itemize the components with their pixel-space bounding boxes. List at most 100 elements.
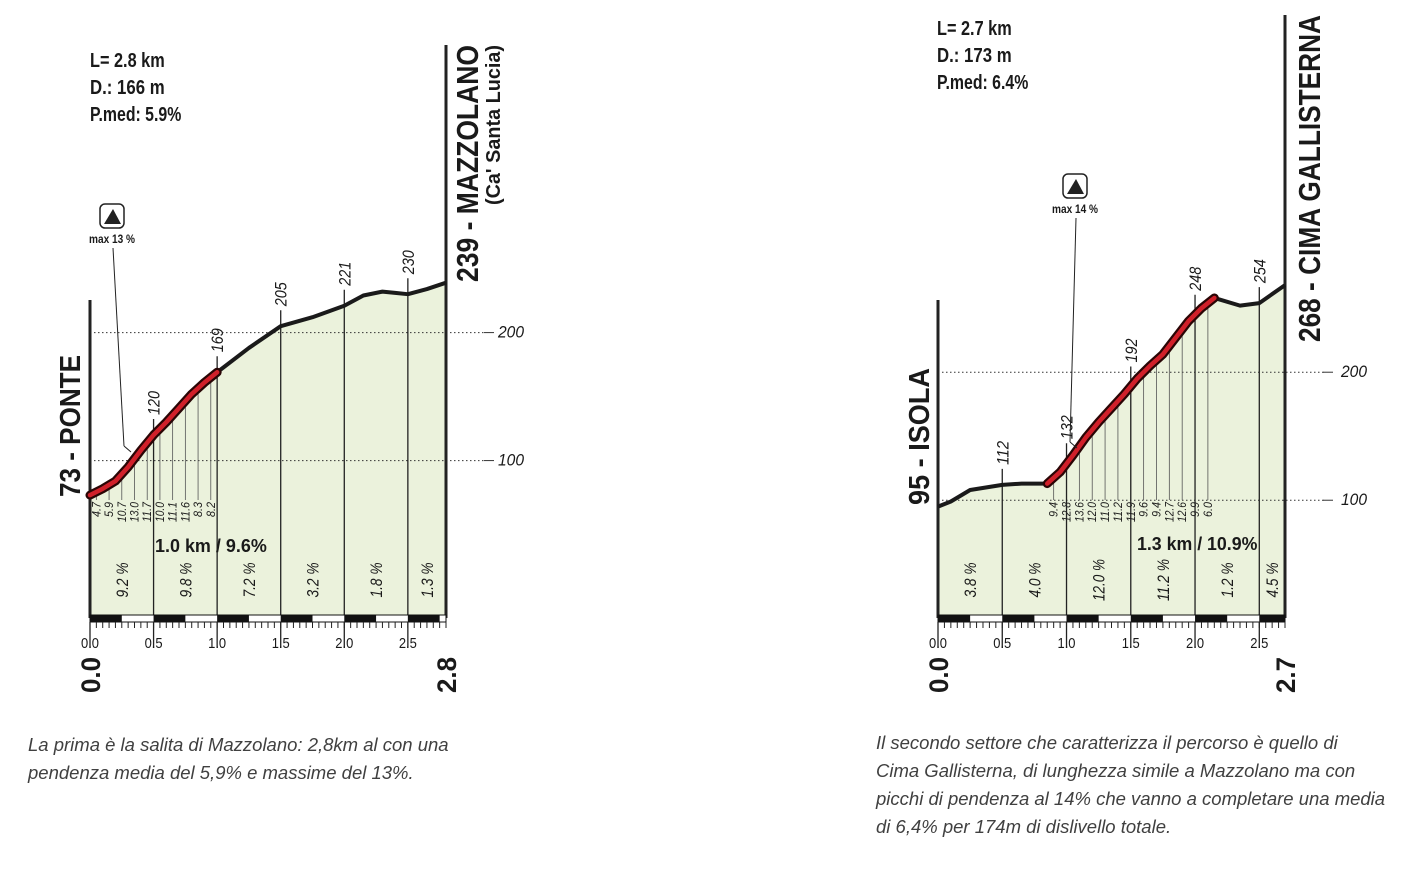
x-tick-label: 0.5 xyxy=(145,635,163,652)
max-icon-triangle xyxy=(1067,179,1084,194)
x-tick-label: 1.0 xyxy=(208,635,226,652)
segment-gradient: 11.2 % xyxy=(1154,559,1173,601)
segment-gradient: 1.2 % xyxy=(1218,563,1237,598)
km-marker-label: 205 xyxy=(272,282,291,307)
start-label: 73 - PONTE xyxy=(55,355,87,497)
detail-label: 11.0 xyxy=(1098,502,1112,522)
y-tick-label: 200 xyxy=(497,323,524,342)
summit-label: 239 - MAZZOLANO xyxy=(450,45,485,282)
x-tick-label: 1.5 xyxy=(272,635,290,652)
max-pointer xyxy=(1069,441,1078,449)
climb-stat: P.med: 5.9% xyxy=(90,104,181,126)
detail-label: 6.0 xyxy=(1201,502,1215,517)
x-tick-label: 1.0 xyxy=(1058,635,1076,652)
max-label: max 14 % xyxy=(1052,202,1098,216)
detail-label: 5.9 xyxy=(102,502,116,517)
x-end-label: 2.7 xyxy=(1271,657,1301,693)
x-tick-label: 2.0 xyxy=(1186,635,1204,652)
detail-label: 12.7 xyxy=(1162,501,1176,522)
caption: Il secondo settore che caratterizza il p… xyxy=(876,732,1386,837)
profile-area xyxy=(90,282,446,618)
km-marker-label: 132 xyxy=(1058,415,1077,439)
detail-label: 10.0 xyxy=(153,502,167,522)
x-tick-label: 0.5 xyxy=(993,635,1011,652)
x-end-label: 2.8 xyxy=(432,657,462,693)
max-pointer xyxy=(1069,217,1077,443)
km-marker-label: 169 xyxy=(208,328,227,352)
scale-block xyxy=(153,615,186,622)
max-icon-triangle xyxy=(104,209,121,224)
x-tick-label: 1.5 xyxy=(1122,635,1140,652)
x-tick-label: 2.0 xyxy=(335,635,353,652)
start-label: 95 - ISOLA xyxy=(904,368,936,505)
scale-block xyxy=(217,615,249,622)
segment-gradient: 1.3 % xyxy=(418,563,437,598)
max-label: max 13 % xyxy=(89,232,135,246)
km-marker-label: 120 xyxy=(145,391,164,415)
max-pointer xyxy=(112,247,125,447)
detail-label: 13.0 xyxy=(128,502,142,522)
max-pointer xyxy=(123,445,132,453)
scale-block xyxy=(938,615,971,622)
scale-block xyxy=(1130,615,1163,622)
highlight-label: 1.0 km / 9.6% xyxy=(155,536,267,556)
profile-area xyxy=(938,285,1285,618)
climb-stat: D.: 173 m xyxy=(937,45,1012,67)
scale-block xyxy=(407,615,440,622)
scale-block xyxy=(1195,615,1228,622)
segment-gradient: 4.5 % xyxy=(1263,563,1282,598)
segment-gradient: 9.8 % xyxy=(176,563,195,598)
highlight-line xyxy=(87,370,220,498)
x-end-label: 0.0 xyxy=(76,657,106,693)
highlight-line xyxy=(1044,295,1217,486)
climb-stat: L= 2.8 km xyxy=(90,50,165,72)
y-tick-label: 200 xyxy=(1340,362,1367,381)
climb-stat: P.med: 6.4% xyxy=(937,72,1028,94)
segment-gradient: 12.0 % xyxy=(1090,559,1109,601)
detail-label: 13.6 xyxy=(1072,502,1086,522)
x-tick-label: 0.0 xyxy=(929,635,947,652)
detail-label: 10.7 xyxy=(115,501,129,522)
highlight-label: 1.3 km / 10.9% xyxy=(1137,534,1257,554)
km-marker-label: 221 xyxy=(335,262,354,287)
segment-gradient: 4.0 % xyxy=(1025,563,1044,598)
climb-stat: L= 2.7 km xyxy=(937,18,1012,40)
detail-label: 9.4 xyxy=(1149,502,1163,517)
segment-gradient: 1.8 % xyxy=(367,563,386,598)
segment-gradient: 7.2 % xyxy=(240,563,259,598)
y-tick-label: 100 xyxy=(498,451,524,470)
detail-label: 11.6 xyxy=(178,502,192,522)
detail-label: 8.3 xyxy=(191,502,205,517)
x-tick-label: 2.5 xyxy=(399,635,417,652)
x-tick-label: 0.0 xyxy=(81,635,99,652)
detail-label: 9.6 xyxy=(1137,502,1151,517)
scale-block xyxy=(1066,615,1099,622)
km-marker-label: 192 xyxy=(1122,338,1141,362)
scale-block xyxy=(344,615,377,622)
detail-label: 11.1 xyxy=(166,502,180,522)
scale-block xyxy=(1259,615,1285,622)
x-end-label: 0.0 xyxy=(924,657,954,693)
scale-block xyxy=(280,615,313,622)
detail-label: 12.6 xyxy=(1175,502,1189,522)
segment-gradient: 9.2 % xyxy=(113,563,132,598)
climb-stat: D.: 166 m xyxy=(90,77,165,99)
scale-bar xyxy=(937,614,1286,623)
segment-gradient: 3.8 % xyxy=(961,563,980,598)
km-marker-label: 254 xyxy=(1250,259,1269,284)
km-marker-label: 112 xyxy=(993,440,1012,464)
scale-block xyxy=(90,615,122,622)
segment-gradient: 3.2 % xyxy=(304,563,323,598)
x-tick-label: 2.5 xyxy=(1250,635,1268,652)
summit-sublabel: (Ca' Santa Lucia) xyxy=(483,45,505,205)
km-marker-label: 248 xyxy=(1186,266,1205,291)
summit-label: 268 - CIMA GALLISTERNA xyxy=(1292,15,1327,342)
detail-label: 8.2 xyxy=(204,502,218,517)
km-marker-label: 230 xyxy=(399,250,418,275)
charts: 100 200 4.75.910.713.011.710.011.111.68.38… xyxy=(55,15,1367,693)
detail-label: 11.2 xyxy=(1111,502,1125,522)
detail-label: 11.7 xyxy=(140,501,154,522)
y-tick-label: 100 xyxy=(1341,490,1367,509)
caption: La prima è la salita di Mazzolano: 2,8km… xyxy=(28,734,449,783)
